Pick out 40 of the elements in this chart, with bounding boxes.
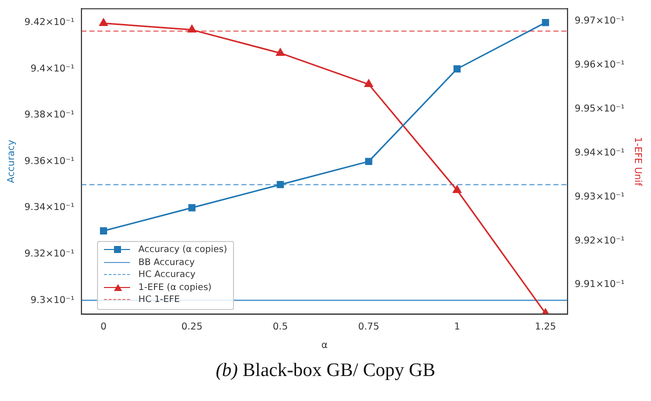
x-tick-label: 0.5 <box>272 321 288 332</box>
y-axis-title: Accuracy <box>6 139 18 184</box>
point <box>452 185 462 193</box>
y2-tick-label: 9.91×10⁻¹ <box>574 279 625 290</box>
point <box>542 19 550 26</box>
y2-tick-label: 9.96×10⁻¹ <box>574 59 625 70</box>
point <box>188 25 196 33</box>
text: (b) Black-box GB/ Copy GB <box>214 360 436 382</box>
point <box>364 80 373 88</box>
x-tick-label: 1 <box>454 321 460 332</box>
x-tick-label: 0 <box>100 321 107 332</box>
y2-tick-label: 9.92×10⁻¹ <box>574 235 625 246</box>
y2-axis-title: 1-EFE Unif <box>632 136 643 187</box>
x-tick-label: 0.25 <box>181 321 202 332</box>
point <box>276 181 284 188</box>
y2-tick-label: 9.97×10⁻¹ <box>574 15 625 26</box>
y-tick-label: 9.4×10⁻¹ <box>30 63 75 74</box>
legend-label: HC 1-EFE <box>138 295 180 306</box>
legend-label: 1-EFE (α copies) <box>138 282 212 293</box>
point <box>188 204 196 212</box>
y2-tick-label: 9.94×10⁻¹ <box>574 147 625 158</box>
y2-tick-label: 9.95×10⁻¹ <box>574 103 625 114</box>
point <box>454 65 461 72</box>
x-axis-title: α <box>321 340 328 351</box>
legend-label: Accuracy (α copies) <box>138 245 228 256</box>
x-tick-label: 0.75 <box>358 321 380 332</box>
point <box>276 48 285 56</box>
y-tick-label: 9.32×10⁻¹ <box>24 248 75 260</box>
legend-label: HC Accuracy <box>138 270 196 280</box>
y-tick-label: 9.36×10⁻¹ <box>24 156 75 167</box>
legend-label: BB Accuracy <box>138 258 195 268</box>
point <box>365 158 372 166</box>
point <box>99 18 108 26</box>
y-tick-label: 9.34×10⁻¹ <box>24 202 75 214</box>
y-tick-label: 9.42×10⁻¹ <box>24 17 75 28</box>
y-tick-label: 9.38×10⁻¹ <box>24 110 75 121</box>
y2-tick-label: 9.93×10⁻¹ <box>574 191 625 202</box>
point <box>100 227 108 234</box>
x-tick-label: 1.25 <box>534 321 556 332</box>
y-tick-label: 9.3×10⁻¹ <box>30 294 75 306</box>
